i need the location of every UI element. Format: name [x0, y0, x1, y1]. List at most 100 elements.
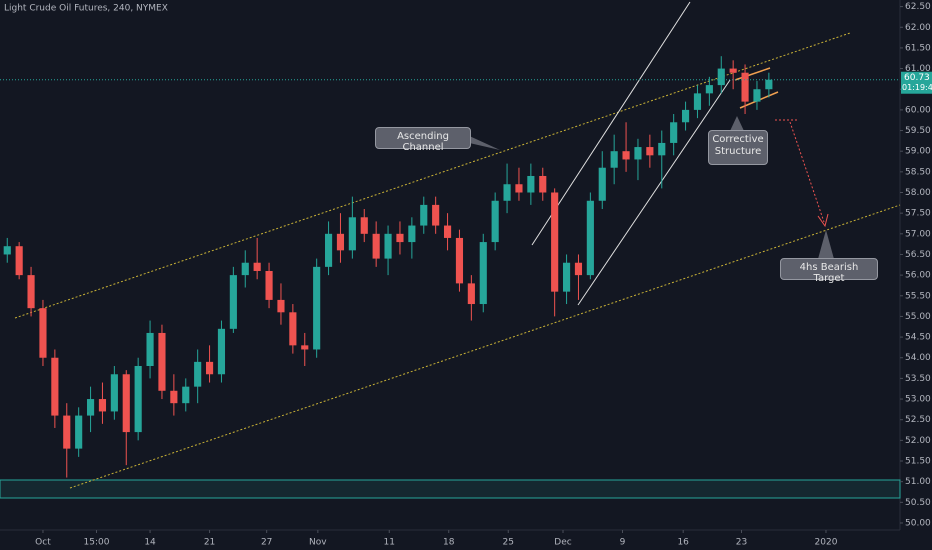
- x-tick-label: 11: [384, 538, 395, 548]
- candle-body: [289, 312, 297, 346]
- x-tick-label: 14: [144, 538, 156, 548]
- candle-body: [98, 399, 107, 412]
- candle-body: [384, 233, 392, 259]
- candle-body: [432, 204, 440, 226]
- candle-body: [693, 93, 702, 110]
- y-tick-label: 54.50: [905, 333, 931, 343]
- y-tick-label: 58.00: [905, 188, 931, 198]
- y-tick-label: 62.00: [905, 23, 931, 33]
- candle-body: [217, 328, 226, 375]
- candle-body: [527, 175, 535, 193]
- candle-body: [146, 332, 154, 367]
- support-zone: [0, 479, 901, 499]
- candle-body: [705, 85, 713, 94]
- x-tick-label: 23: [736, 538, 747, 548]
- candle-body: [515, 184, 523, 193]
- y-tick-label: 56.50: [905, 250, 931, 260]
- last-price-label: 60.73: [904, 73, 930, 83]
- trend-line: [531, 1, 691, 246]
- candle-body: [455, 237, 464, 284]
- candle-body: [313, 266, 321, 350]
- candle-body: [574, 262, 583, 276]
- x-tick-label: Nov: [309, 538, 327, 548]
- x-tick-label: 2020: [815, 538, 838, 548]
- x-tick-label: 18: [443, 538, 455, 548]
- candle-body: [39, 308, 47, 358]
- candle-body: [467, 283, 475, 305]
- y-tick-label: 53.50: [905, 374, 931, 384]
- candle-body: [265, 270, 273, 300]
- y-tick-label: 57.50: [905, 209, 931, 219]
- annotation: Corrective Structure: [708, 130, 768, 165]
- candle-body: [229, 275, 237, 329]
- candle-body: [765, 79, 773, 90]
- y-tick-label: 61.50: [905, 43, 931, 53]
- y-tick-label: 62.50: [905, 2, 931, 12]
- y-tick-label: 55.50: [905, 291, 931, 301]
- candle-body: [622, 151, 630, 160]
- candle-body: [336, 233, 345, 251]
- candle-body: [348, 217, 356, 251]
- y-tick-label: 51.50: [905, 457, 931, 467]
- x-tick-label: 9: [620, 538, 626, 548]
- candle-body: [86, 399, 95, 416]
- candle-body: [253, 262, 261, 271]
- y-tick-label: 51.00: [905, 477, 931, 487]
- callout-pointer: [465, 134, 500, 150]
- y-tick-label: 50.00: [905, 518, 931, 528]
- candle-body: [503, 184, 511, 201]
- y-tick-label: 54.00: [905, 353, 931, 363]
- candle-body: [443, 225, 452, 238]
- candle-body: [586, 200, 594, 276]
- candle-body: [182, 386, 190, 404]
- x-tick-label: 16: [677, 538, 689, 548]
- target-arrow: [789, 121, 825, 223]
- countdown-label: 01:19:49: [902, 83, 932, 92]
- candle-body: [420, 204, 428, 226]
- chart-title: Light Crude Oil Futures, 240, NYMEX: [4, 4, 168, 14]
- x-tick-label: Dec: [554, 538, 571, 548]
- y-tick-label: 55.00: [905, 312, 931, 322]
- candle-body: [170, 390, 178, 404]
- candle-body: [372, 233, 380, 259]
- x-tick-label: 15:00: [84, 538, 110, 548]
- candle-body: [360, 217, 368, 234]
- candle-body: [51, 357, 59, 416]
- candle-body: [205, 361, 214, 375]
- y-tick-label: 60.00: [905, 105, 931, 115]
- candle-body: [646, 147, 654, 156]
- callout-pointer: [818, 230, 834, 259]
- candle-body: [729, 68, 737, 73]
- x-tick-label: 21: [204, 538, 215, 548]
- candle-body: [491, 200, 499, 243]
- y-tick-label: 59.00: [905, 147, 931, 157]
- y-tick-label: 52.50: [905, 415, 931, 425]
- y-tick-label: 52.00: [905, 436, 931, 446]
- annotation: Ascending Channel: [375, 127, 471, 153]
- candle-body: [479, 242, 487, 305]
- y-tick-label: 57.00: [905, 229, 931, 239]
- y-tick-label: 58.50: [905, 167, 931, 177]
- candle-body: [741, 72, 749, 102]
- candle-body: [277, 299, 285, 313]
- candle-body: [598, 167, 606, 201]
- candle-body: [241, 262, 249, 276]
- x-tick-label: Oct: [35, 538, 51, 548]
- candle-body: [658, 142, 666, 156]
- y-tick-label: 59.50: [905, 126, 931, 136]
- candle-body: [324, 233, 333, 267]
- candle-body: [15, 246, 23, 276]
- y-tick-label: 61.00: [905, 64, 931, 74]
- candle-body: [110, 374, 118, 412]
- candle-body: [3, 246, 11, 255]
- candle-body: [562, 262, 571, 292]
- candle-body: [408, 225, 416, 243]
- y-tick-label: 56.00: [905, 271, 931, 281]
- callout-pointer: [730, 116, 744, 131]
- candle-body: [158, 332, 166, 391]
- corrective-line: [734, 67, 771, 81]
- candle-body: [396, 233, 404, 243]
- candle-body: [681, 109, 690, 123]
